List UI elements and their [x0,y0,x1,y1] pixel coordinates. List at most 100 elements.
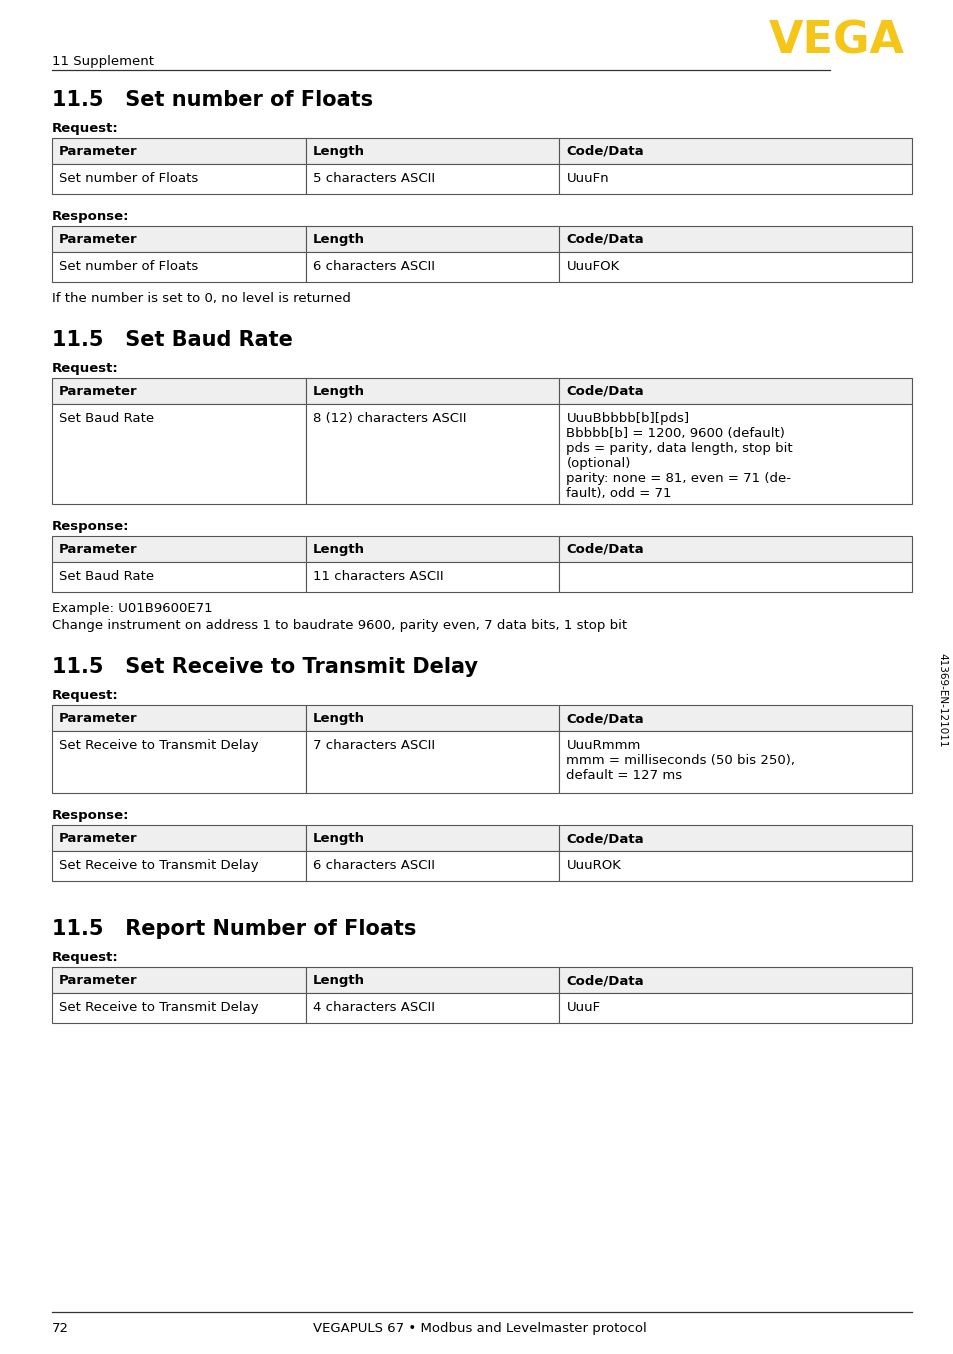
Bar [558,992,911,1024]
Text: VEGA: VEGA [768,20,904,64]
Text: 8 (12) characters ASCII: 8 (12) characters ASCII [313,412,466,425]
Text: Request:: Request: [52,951,118,964]
Text: Request:: Request: [52,362,118,375]
Bar [558,705,911,731]
Text: Example: U01B9600E71: Example: U01B9600E71 [52,603,213,615]
Bar [305,164,558,194]
Bar [558,562,911,592]
Text: Change instrument on address 1 to baudrate 9600, parity even, 7 data bits, 1 sto: Change instrument on address 1 to baudra… [52,619,626,632]
Text: If the number is set to 0, no level is returned: If the number is set to 0, no level is r… [52,292,351,305]
Text: 11.5   Report Number of Floats: 11.5 Report Number of Floats [52,919,416,940]
Bar [305,138,558,164]
Text: 41369-EN-121011: 41369-EN-121011 [936,653,946,747]
Text: Code/Data: Code/Data [566,831,643,845]
Text: Length: Length [313,543,364,556]
Bar [305,967,558,992]
Text: Code/Data: Code/Data [566,145,643,158]
Text: Code/Data: Code/Data [566,974,643,987]
Text: Request:: Request: [52,122,118,135]
Text: Request:: Request: [52,689,118,701]
Bar [52,852,305,881]
Bar [305,378,558,403]
Text: Parameter: Parameter [59,385,137,398]
Bar [558,252,911,282]
Bar [52,164,305,194]
Text: Parameter: Parameter [59,974,137,987]
Bar [558,852,911,881]
Bar [558,378,911,403]
Bar [558,825,911,852]
Text: fault), odd = 71: fault), odd = 71 [566,487,671,500]
Text: 11.5   Set Baud Rate: 11.5 Set Baud Rate [52,330,293,349]
Text: UuuFOK: UuuFOK [566,260,619,274]
Bar [52,825,305,852]
Text: VEGAPULS 67 • Modbus and Levelmaster protocol: VEGAPULS 67 • Modbus and Levelmaster pro… [313,1322,646,1335]
Text: default = 127 ms: default = 127 ms [566,769,681,783]
Text: mmm = milliseconds (50 bis 250),: mmm = milliseconds (50 bis 250), [566,754,795,766]
Text: Code/Data: Code/Data [566,712,643,724]
Text: Code/Data: Code/Data [566,385,643,398]
Text: Parameter: Parameter [59,712,137,724]
Text: 6 characters ASCII: 6 characters ASCII [313,260,435,274]
Bar [558,164,911,194]
Text: 4 characters ASCII: 4 characters ASCII [313,1001,435,1014]
Bar [558,226,911,252]
Text: Parameter: Parameter [59,233,137,246]
Text: pds = parity, data length, stop bit: pds = parity, data length, stop bit [566,441,792,455]
Bar [52,138,305,164]
Bar [558,536,911,562]
Text: Code/Data: Code/Data [566,543,643,556]
Bar [305,731,558,793]
Text: (optional): (optional) [566,458,630,470]
Text: Set number of Floats: Set number of Floats [59,260,198,274]
Bar [52,967,305,992]
Text: Set Baud Rate: Set Baud Rate [59,570,154,584]
Bar [52,252,305,282]
Text: UuuRmmm: UuuRmmm [566,739,640,751]
Text: Length: Length [313,385,364,398]
Bar [305,825,558,852]
Bar [305,705,558,731]
Text: Set number of Floats: Set number of Floats [59,172,198,185]
Text: UuuROK: UuuROK [566,858,620,872]
Text: 11.5   Set Receive to Transmit Delay: 11.5 Set Receive to Transmit Delay [52,657,477,677]
Bar [558,731,911,793]
Text: 7 characters ASCII: 7 characters ASCII [313,739,435,751]
Text: Set Receive to Transmit Delay: Set Receive to Transmit Delay [59,1001,258,1014]
Text: Parameter: Parameter [59,831,137,845]
Bar [305,992,558,1024]
Text: 11 Supplement: 11 Supplement [52,56,153,68]
Text: Code/Data: Code/Data [566,233,643,246]
Text: Set Receive to Transmit Delay: Set Receive to Transmit Delay [59,739,258,751]
Bar [305,252,558,282]
Text: 5 characters ASCII: 5 characters ASCII [313,172,435,185]
Text: parity: none = 81, even = 71 (de-: parity: none = 81, even = 71 (de- [566,473,791,485]
Bar [52,536,305,562]
Text: Length: Length [313,145,364,158]
Text: Response:: Response: [52,210,130,223]
Bar [52,705,305,731]
Text: Response:: Response: [52,808,130,822]
Text: Bbbbb[b] = 1200, 9600 (default): Bbbbb[b] = 1200, 9600 (default) [566,427,784,440]
Bar [52,378,305,403]
Text: 72: 72 [52,1322,69,1335]
Text: UuuBbbbb[b][pds]: UuuBbbbb[b][pds] [566,412,689,425]
Bar [52,992,305,1024]
Bar [52,226,305,252]
Text: Set Receive to Transmit Delay: Set Receive to Transmit Delay [59,858,258,872]
Bar [558,403,911,504]
Bar [558,138,911,164]
Text: Length: Length [313,233,364,246]
Bar [305,403,558,504]
Text: Length: Length [313,974,364,987]
Text: 11.5   Set number of Floats: 11.5 Set number of Floats [52,89,373,110]
Text: Parameter: Parameter [59,543,137,556]
Bar [52,731,305,793]
Bar [305,226,558,252]
Text: Set Baud Rate: Set Baud Rate [59,412,154,425]
Text: UuuF: UuuF [566,1001,599,1014]
Text: 6 characters ASCII: 6 characters ASCII [313,858,435,872]
Text: Parameter: Parameter [59,145,137,158]
Text: Length: Length [313,831,364,845]
Bar [558,967,911,992]
